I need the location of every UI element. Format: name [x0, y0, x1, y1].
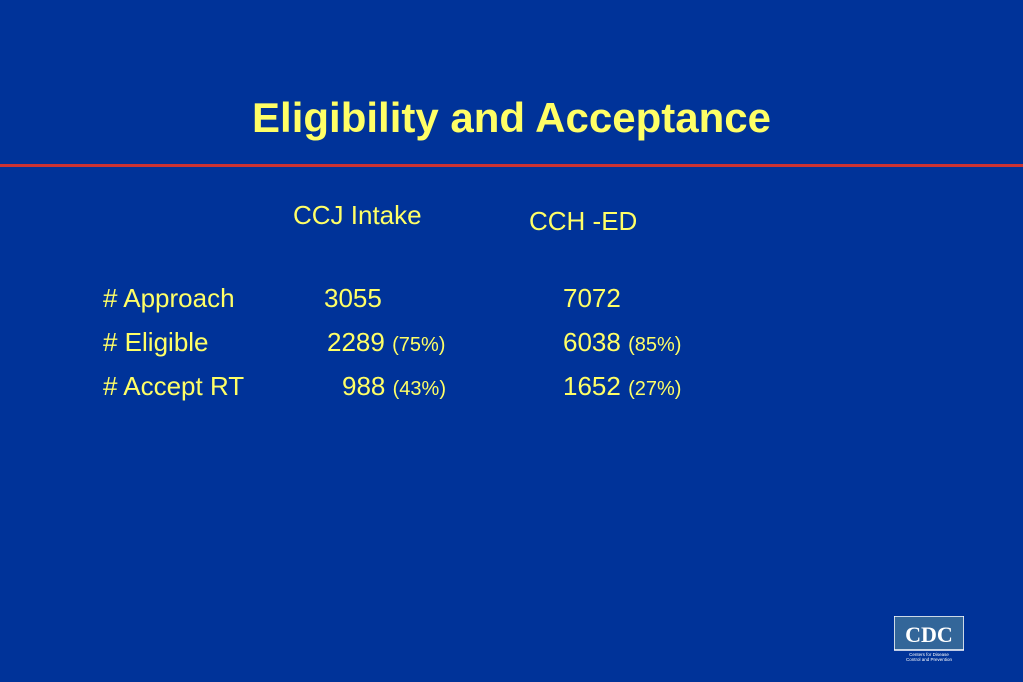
row-label-approach: # Approach — [103, 283, 235, 313]
title-divider — [0, 164, 1023, 167]
ccj-approach-number: 3055 — [324, 283, 382, 313]
cdc-logo: CDC Centers for Disease Control and Prev… — [894, 616, 964, 662]
ccj-eligible-number: 2289 — [327, 327, 385, 357]
cch-approach-number: 7072 — [563, 283, 621, 313]
cdc-logo-text: CDC — [905, 622, 953, 647]
column-header-cch: CCH -ED — [529, 206, 638, 236]
cch-accept-percent: (27%) — [628, 378, 682, 400]
row-label-accept-rt: # Accept RT — [103, 371, 245, 401]
cdc-logo-subtext-1: Centers for Disease — [909, 652, 949, 657]
cch-eligible-number: 6038 — [563, 327, 621, 357]
ccj-accept-number: 988 — [342, 371, 386, 401]
ccj-eligible-percent: (75%) — [392, 334, 446, 356]
cdc-logo-subtext-2: Control and Prevention — [906, 657, 953, 662]
ccj-approach-value: 3055 — [324, 283, 382, 313]
cch-approach-value: 7072 — [563, 283, 621, 313]
cch-eligible-percent: (85%) — [628, 334, 682, 356]
slide-title: Eligibility and Acceptance — [252, 94, 771, 141]
cch-accept-number: 1652 — [563, 371, 621, 401]
ccj-eligible-value: 2289 (75%) — [327, 327, 445, 360]
row-label-eligible: # Eligible — [103, 327, 209, 357]
ccj-accept-value: 988 (43%) — [342, 371, 446, 404]
column-header-ccj: CCJ Intake — [293, 200, 422, 230]
cch-eligible-value: 6038 (85%) — [563, 327, 681, 360]
ccj-accept-percent: (43%) — [392, 378, 446, 400]
cch-accept-value: 1652 (27%) — [563, 371, 681, 404]
